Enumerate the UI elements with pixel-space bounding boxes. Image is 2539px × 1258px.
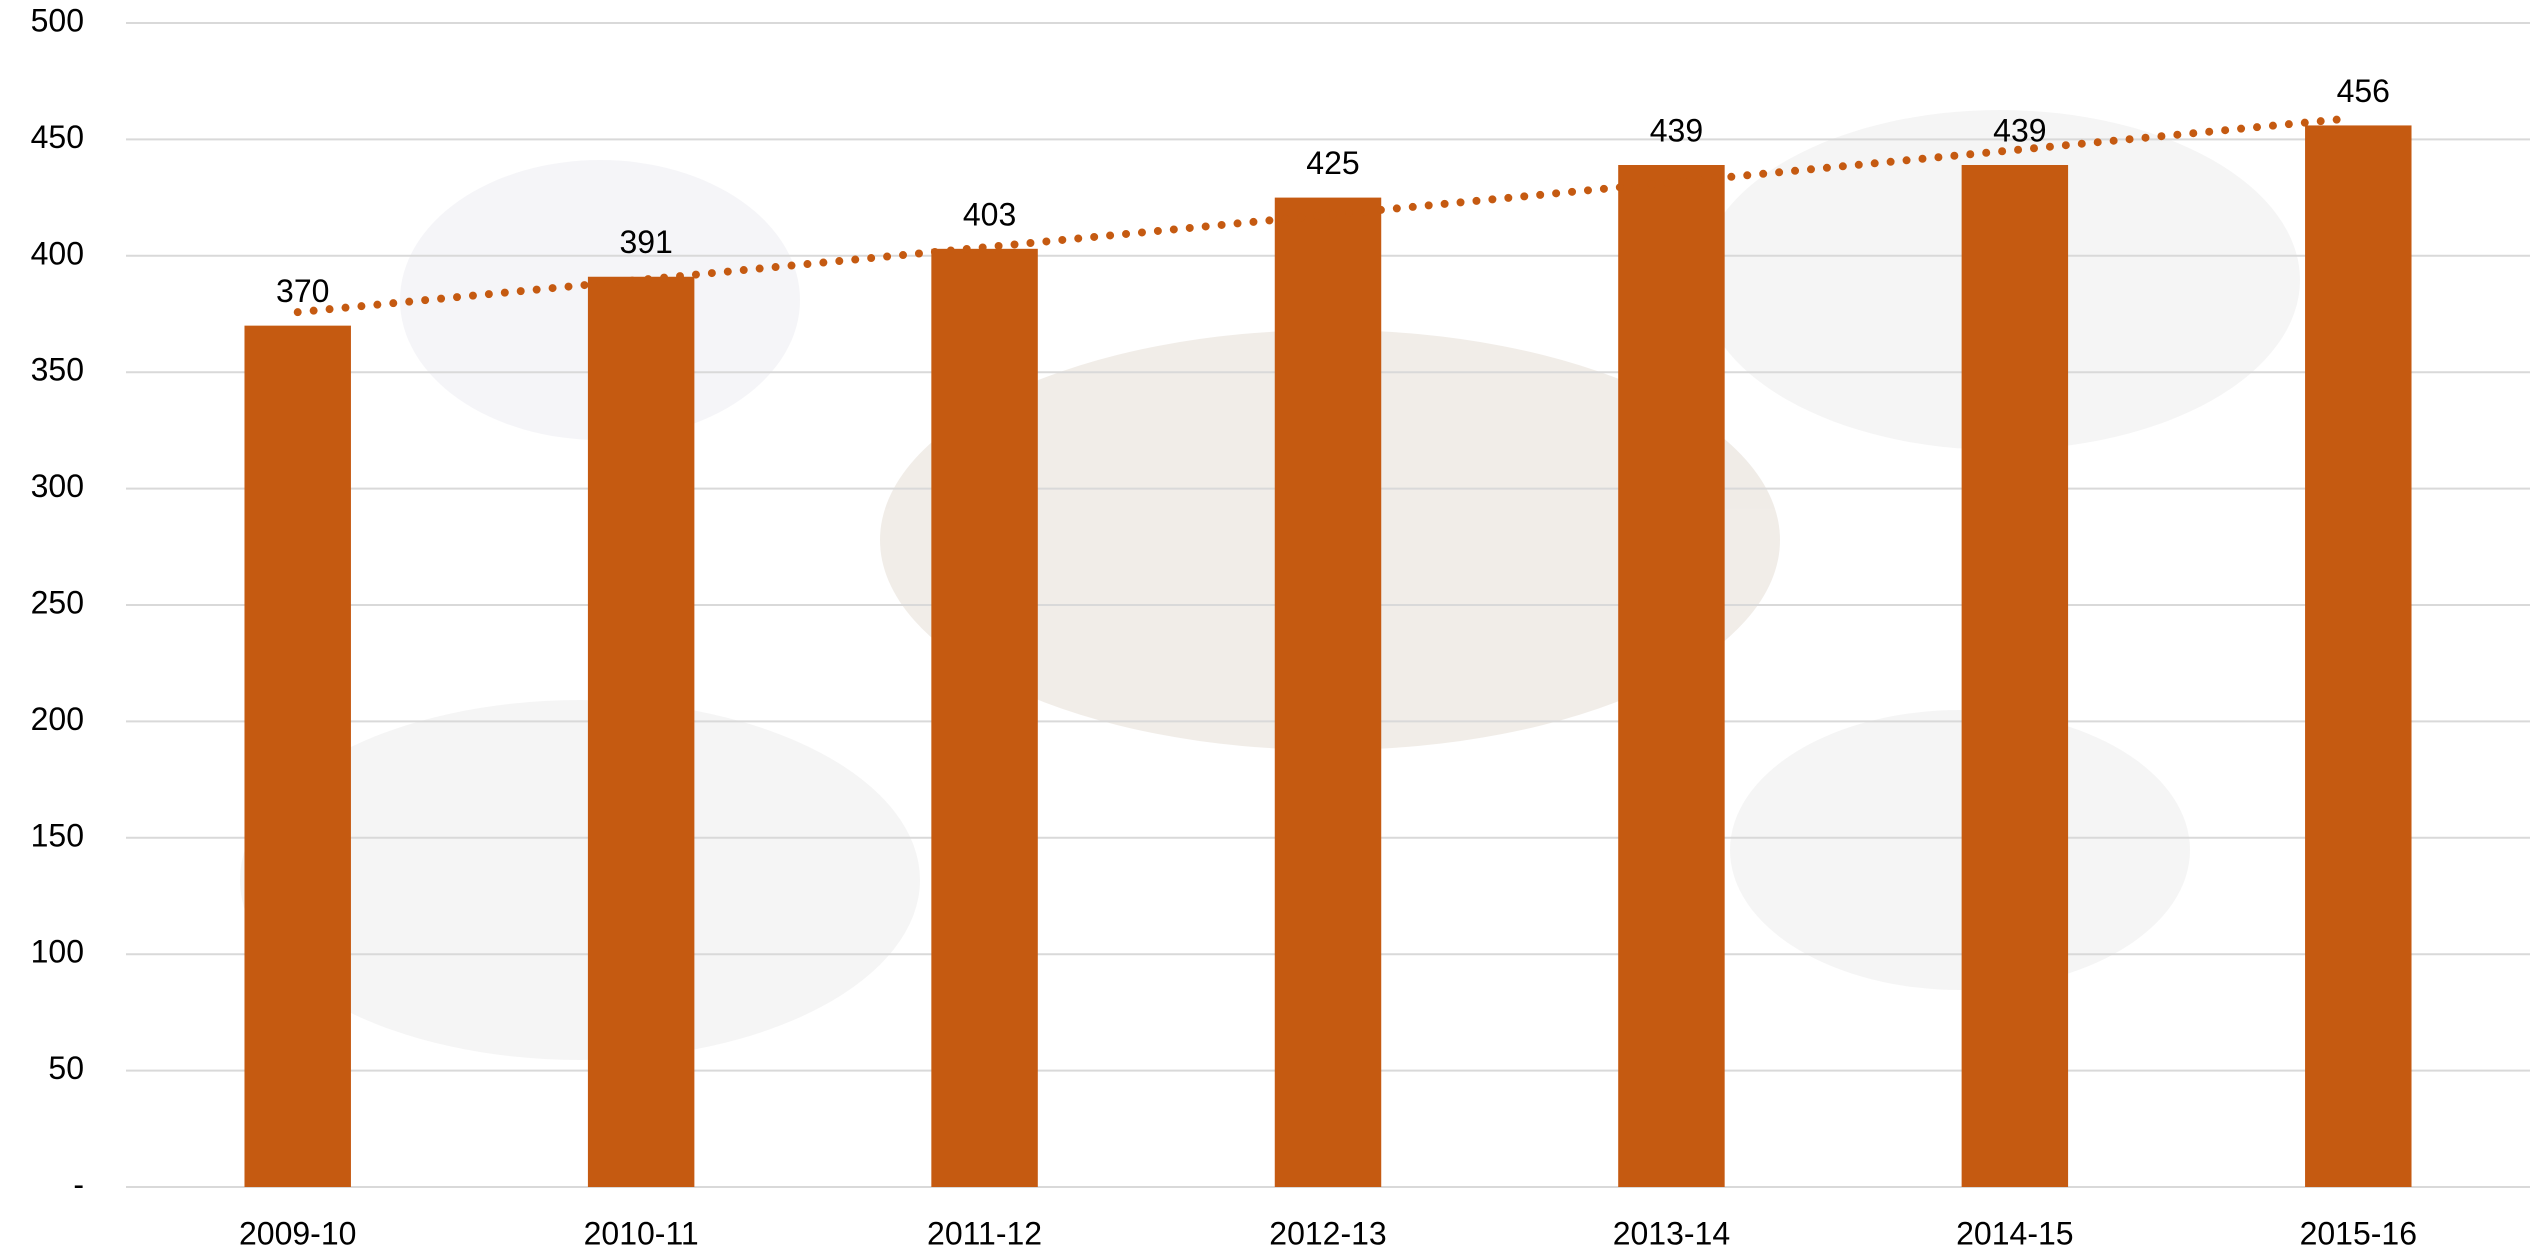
bar: [1962, 165, 2068, 1187]
y-tick-label: 400: [31, 235, 84, 271]
bar: [244, 326, 350, 1187]
y-tick-label: -: [73, 1166, 84, 1202]
bar: [1618, 165, 1724, 1187]
data-label: 439: [1650, 112, 1703, 148]
y-tick-label: 250: [31, 584, 84, 620]
y-tick-label: 200: [31, 701, 84, 737]
background-logo: [1730, 710, 2190, 990]
data-label: 439: [1993, 112, 2046, 148]
data-label: 456: [2337, 73, 2390, 109]
x-tick-label: 2010-11: [584, 1215, 699, 1251]
bar: [1275, 198, 1381, 1187]
y-tick-label: 450: [31, 119, 84, 155]
y-tick-label: 100: [31, 934, 84, 970]
data-label: 425: [1306, 145, 1359, 181]
y-tick-label: 150: [31, 817, 84, 853]
data-label: 391: [619, 224, 672, 260]
data-label: 403: [963, 196, 1016, 232]
data-label: 370: [276, 273, 329, 309]
x-tick-label: 2011-12: [927, 1215, 1042, 1251]
x-tick-label: 2014-15: [1956, 1215, 2073, 1251]
page: - 50 100 150 200 250 300 350 400 450 500 2009-10 201…: [0, 0, 2539, 1258]
y-tick-label: 300: [31, 468, 84, 504]
y-tick-label: 500: [31, 2, 84, 38]
y-tick-label: 350: [31, 352, 84, 388]
x-tick-label: 2009-10: [239, 1215, 356, 1251]
chart: - 50 100 150 200 250 300 350 400 450 500 2009-10 201…: [0, 0, 2539, 1258]
x-tick-label: 2012-13: [1269, 1215, 1386, 1251]
y-tick-label: 50: [48, 1050, 84, 1086]
bar: [931, 249, 1037, 1187]
bar: [2305, 125, 2411, 1187]
bar: [588, 277, 694, 1187]
x-tick-label: 2013-14: [1613, 1215, 1730, 1251]
x-tick-label: 2015-16: [2300, 1215, 2417, 1251]
